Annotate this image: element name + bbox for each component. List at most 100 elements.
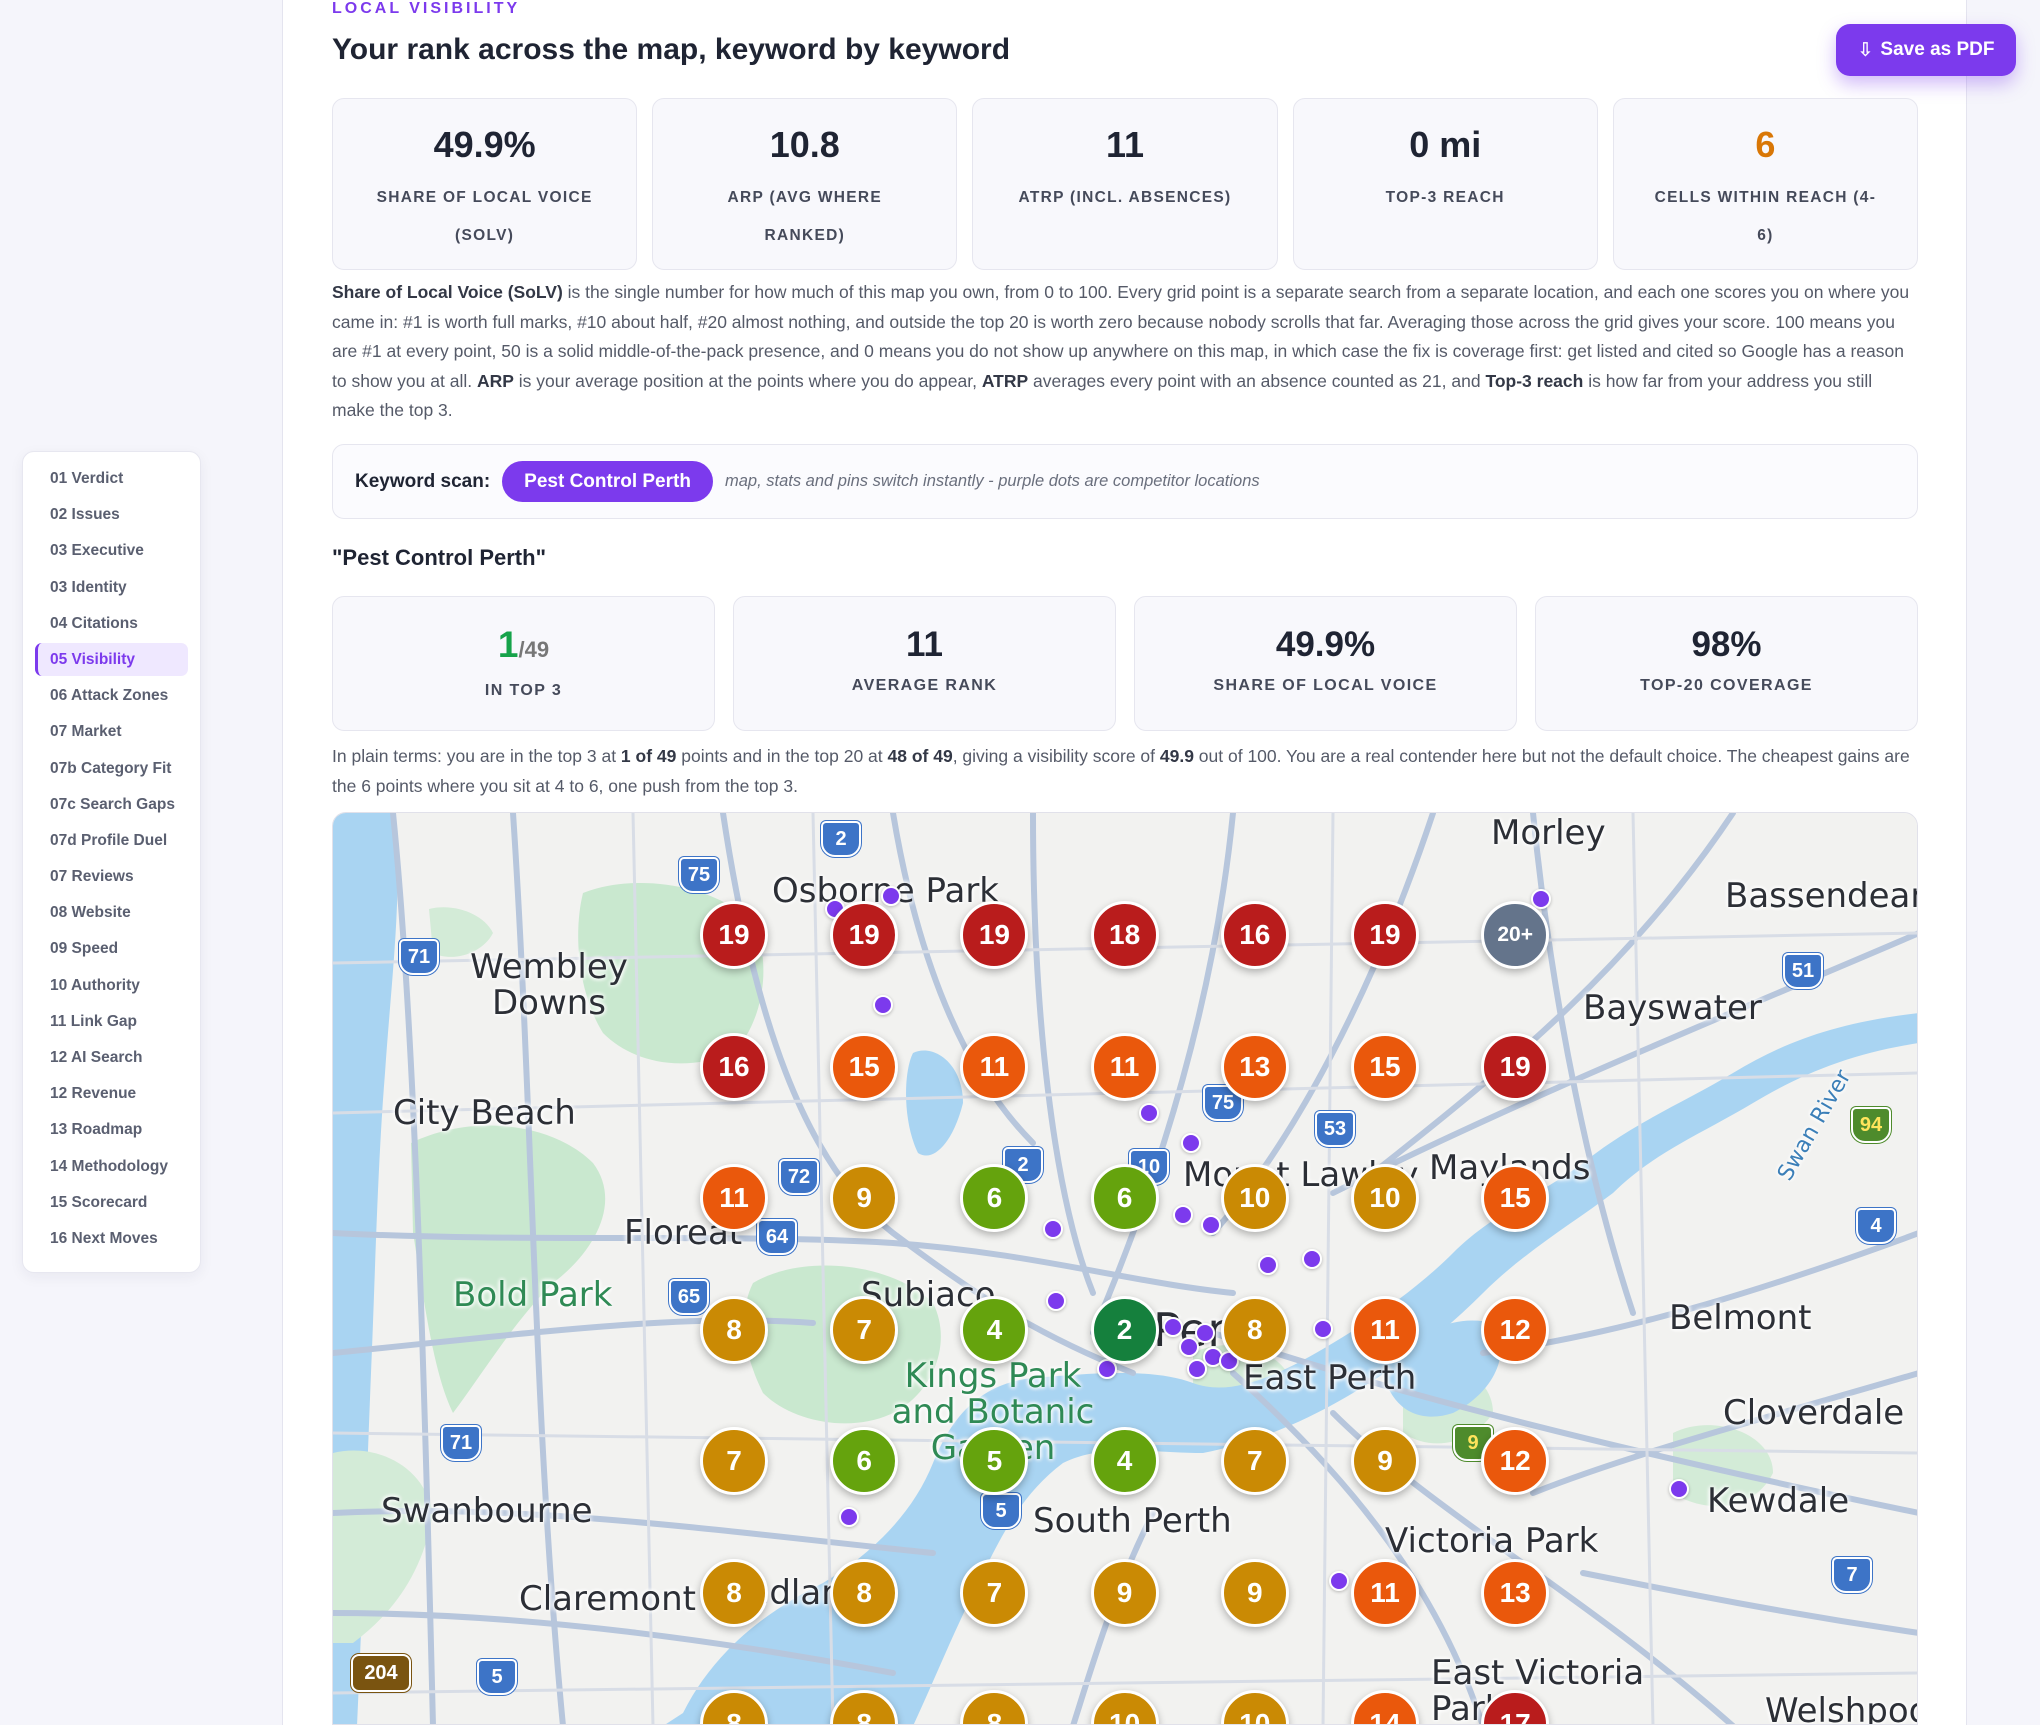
rank-pin[interactable]: 8: [700, 1295, 768, 1364]
nav-item-06-attack-zones[interactable]: 06 Attack Zones: [50, 687, 169, 705]
rank-pin[interactable]: 6: [1090, 1164, 1159, 1232]
rank-pin[interactable]: 15: [1351, 1032, 1419, 1101]
rank-pin[interactable]: 6: [830, 1427, 899, 1495]
rank-pin[interactable]: 7: [830, 1295, 899, 1364]
rank-pin[interactable]: 11: [700, 1164, 768, 1232]
rank-pin[interactable]: 4: [960, 1295, 1029, 1364]
stat-value: 49.9%: [433, 124, 536, 165]
summary-text: In plain terms: you are in the top 3 at: [332, 746, 621, 766]
nav-item-07d-profile-duel[interactable]: 07d Profile Duel: [50, 831, 168, 849]
rank-pin[interactable]: 10: [1220, 1164, 1289, 1232]
competitor-dot[interactable]: [1187, 1359, 1207, 1379]
rank-pin[interactable]: 6: [960, 1164, 1029, 1232]
rank-pin[interactable]: 11: [1090, 1032, 1159, 1101]
competitor-dot[interactable]: [1302, 1249, 1322, 1269]
nav-item-14-methodology[interactable]: 14 Methodology: [50, 1157, 168, 1175]
rank-pin[interactable]: 9: [1090, 1558, 1159, 1627]
rank-pin[interactable]: 11: [1351, 1295, 1419, 1364]
competitor-dot[interactable]: [1669, 1479, 1689, 1499]
keyword-stats: 1/49 IN TOP 3 11 AVERAGE RANK 49.9% SHAR…: [332, 596, 1918, 731]
explanation-text: averages every point with an absence cou…: [1028, 370, 1486, 391]
competitor-dot[interactable]: [1163, 1317, 1183, 1337]
stat-label: ATRP (INCL. ABSENCES): [1018, 189, 1232, 206]
nav-item-13-roadmap[interactable]: 13 Roadmap: [50, 1121, 143, 1139]
save-pdf-button[interactable]: ⇩ Save as PDF: [1836, 24, 2016, 76]
rank-pin[interactable]: 18: [1090, 901, 1159, 969]
competitor-dot[interactable]: [1173, 1205, 1193, 1225]
place-label-east-victoria-park: East Victoria Park: [1431, 1653, 1645, 1725]
competitor-dot[interactable]: [1046, 1291, 1066, 1311]
nav-item-07-market[interactable]: 07 Market: [50, 723, 122, 741]
nav-item-03-identity[interactable]: 03 Identity: [50, 578, 127, 596]
rank-pin[interactable]: 7: [960, 1558, 1029, 1627]
competitor-dot[interactable]: [839, 1507, 859, 1527]
rank-pin[interactable]: 10: [1351, 1164, 1419, 1232]
rank-pin[interactable]: 11: [1351, 1558, 1419, 1627]
term-top3-reach: Top-3 reach: [1485, 370, 1584, 391]
rank-pin[interactable]: 2: [1090, 1295, 1159, 1364]
nav-item-10-authority[interactable]: 10 Authority: [50, 976, 140, 994]
nav-item-08-website[interactable]: 08 Website: [50, 904, 131, 922]
competitor-dot[interactable]: [1195, 1323, 1215, 1343]
nav-item-11-link-gap[interactable]: 11 Link Gap: [50, 1012, 138, 1030]
keyword-pill-pest-control-perth[interactable]: Pest Control Perth: [502, 461, 713, 502]
rank-pin[interactable]: 19: [700, 901, 768, 969]
rank-pin[interactable]: 4: [1090, 1427, 1159, 1495]
nav-item-07-reviews[interactable]: 07 Reviews: [50, 868, 134, 886]
rank-pin[interactable]: 5: [960, 1427, 1029, 1495]
competitor-dot[interactable]: [873, 995, 893, 1015]
competitor-dot[interactable]: [1531, 889, 1551, 909]
nav-item-09-speed[interactable]: 09 Speed: [50, 940, 119, 958]
nav-item-03-executive[interactable]: 03 Executive: [50, 542, 144, 560]
rank-pin[interactable]: 8: [830, 1558, 899, 1627]
nav-item-02-issues[interactable]: 02 Issues: [50, 506, 120, 524]
nav-item-15-scorecard[interactable]: 15 Scorecard: [50, 1193, 148, 1211]
competitor-dot[interactable]: [1201, 1215, 1221, 1235]
stat-card-arp: 10.8 ARP (AVG WHERE RANKED): [652, 98, 958, 270]
competitor-dot[interactable]: [1139, 1103, 1159, 1123]
competitor-dot[interactable]: [1179, 1337, 1199, 1357]
rank-pin[interactable]: 19: [1481, 1032, 1550, 1101]
rank-pin[interactable]: 16: [700, 1032, 768, 1101]
competitor-dot[interactable]: [1097, 1359, 1117, 1379]
stat-value: 11: [906, 625, 943, 664]
rank-pin[interactable]: 12: [1481, 1295, 1550, 1364]
rank-pin[interactable]: 9: [1351, 1427, 1419, 1495]
competitor-dot[interactable]: [1329, 1571, 1349, 1591]
rank-pin[interactable]: 19: [1351, 901, 1419, 969]
nav-item-04-citations[interactable]: 04 Citations: [50, 614, 138, 632]
rank-pin[interactable]: 9: [1220, 1558, 1289, 1627]
nav-item-12-ai-search[interactable]: 12 AI Search: [50, 1049, 143, 1066]
rank-pin[interactable]: 8: [700, 1558, 768, 1627]
nav-item-07c-search-gaps[interactable]: 07c Search Gaps: [50, 795, 175, 813]
nav-item-16-next-moves[interactable]: 16 Next Moves: [50, 1229, 158, 1247]
rank-pin[interactable]: 19: [960, 901, 1029, 969]
rank-pin[interactable]: 11: [960, 1032, 1029, 1101]
route-shield: 71: [441, 1425, 481, 1461]
rank-pin[interactable]: 13: [1481, 1558, 1550, 1627]
place-label-welshpool: Welshpool: [1765, 1691, 1917, 1725]
nav-item-12-revenue[interactable]: 12 Revenue: [50, 1085, 137, 1103]
rank-grid-map[interactable]: Morley Bassendean Osborne Park Wembley D…: [332, 812, 1918, 1725]
stat-card-top20-coverage: 98% TOP-20 COVERAGE: [1535, 596, 1918, 731]
rank-pin[interactable]: 15: [830, 1032, 899, 1101]
competitor-dot[interactable]: [1258, 1255, 1278, 1275]
rank-pin[interactable]: 16: [1220, 901, 1289, 969]
nav-item-07b-category-fit[interactable]: 07b Category Fit: [50, 759, 172, 777]
rank-pin[interactable]: 7: [1220, 1427, 1289, 1495]
rank-pin[interactable]: 15: [1481, 1164, 1550, 1232]
rank-pin[interactable]: 13: [1220, 1032, 1289, 1101]
nav-item-01-verdict[interactable]: 01 Verdict: [50, 470, 124, 487]
competitor-dot[interactable]: [881, 886, 901, 906]
rank-pin[interactable]: 7: [700, 1427, 768, 1495]
competitor-dot[interactable]: [1313, 1319, 1333, 1339]
page-title: Your rank across the map, keyword by key…: [332, 33, 1011, 66]
competitor-dot[interactable]: [1043, 1219, 1063, 1239]
competitor-dot[interactable]: [1181, 1133, 1201, 1153]
rank-pin[interactable]: 9: [830, 1164, 899, 1232]
rank-pin[interactable]: 12: [1481, 1427, 1550, 1495]
rank-pin[interactable]: 20+: [1481, 901, 1550, 969]
rank-pin[interactable]: 19: [830, 901, 899, 969]
nav-item-05-visibility[interactable]: 05 Visibility: [35, 642, 188, 676]
rank-pin[interactable]: 8: [1220, 1295, 1289, 1364]
